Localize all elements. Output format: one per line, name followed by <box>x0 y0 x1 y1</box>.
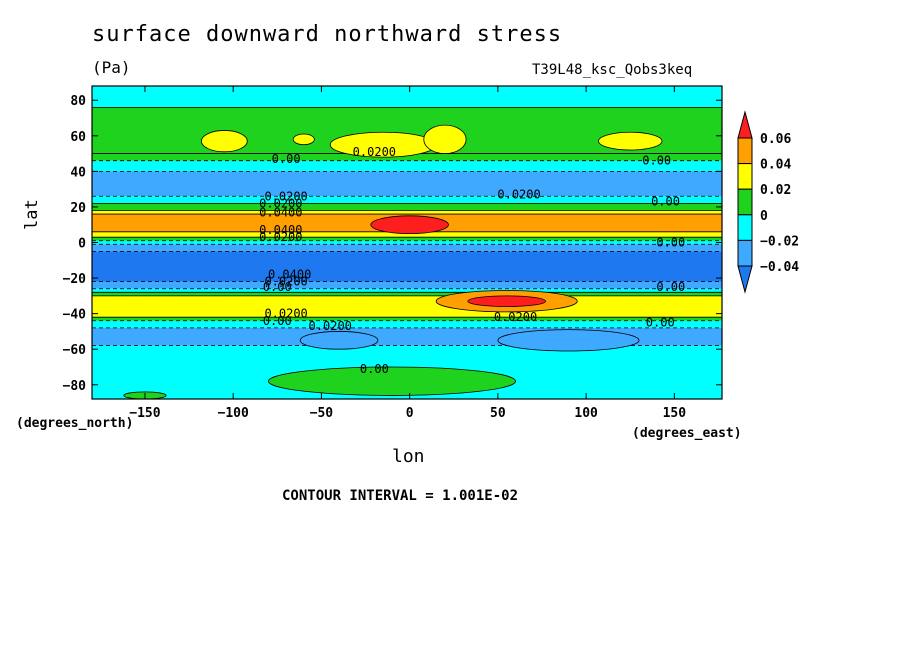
contour-label: 0.00 <box>263 280 292 294</box>
y-tick-label: −20 <box>63 272 87 287</box>
stress-band <box>92 203 722 211</box>
contour-label: 0.00 <box>656 280 685 294</box>
contour-label: 0.0200 <box>259 230 302 244</box>
y-tick-label: 80 <box>70 94 86 109</box>
stress-band <box>92 86 722 108</box>
contour-label: 0.00 <box>263 314 292 328</box>
colorbar-label: 0.04 <box>760 158 791 173</box>
colorbar-segment <box>737 163 753 190</box>
contour-label: 0.0200 <box>264 307 307 321</box>
chart-units: (Pa) <box>92 58 131 77</box>
y-tick-label: 0 <box>78 237 86 252</box>
contour-label: 0.00 <box>642 154 671 168</box>
stress-band <box>92 171 722 197</box>
y-tick-label: −40 <box>63 308 87 323</box>
colorbar-segment <box>737 188 753 216</box>
x-tick-label: −100 <box>218 406 249 421</box>
contour-label: 0.0200 <box>264 275 307 289</box>
contour-label: 0.0200 <box>494 310 537 324</box>
contour-cell <box>467 295 546 307</box>
colorbar-label: −0.04 <box>760 260 799 275</box>
contour-label: 0.0200 <box>264 189 307 203</box>
y-tick-label: 40 <box>70 165 86 180</box>
contour-label: 0.0200 <box>259 196 302 210</box>
chart-title: surface downward northward stress <box>92 22 563 47</box>
stress-band <box>92 210 722 215</box>
run-label: T39L48_ksc_Qobs3keq <box>532 62 693 78</box>
x-axis-units: (degrees_east) <box>632 426 742 441</box>
y-tick-label: −60 <box>63 343 87 358</box>
x-tick-label: −50 <box>310 406 334 421</box>
contour-label: 0.0400 <box>268 268 311 282</box>
stress-band <box>92 317 722 321</box>
colorbar-segment <box>737 214 753 241</box>
contour-label: 0.00 <box>656 236 685 250</box>
contour-label: 0.00 <box>646 316 675 330</box>
colorbar-label: 0 <box>760 209 768 224</box>
stress-band <box>92 153 722 161</box>
stress-band <box>92 292 722 296</box>
contour-cell <box>299 331 379 350</box>
contour-cell <box>497 329 640 352</box>
contour-label: 0.0400 <box>259 205 302 219</box>
y-axis-units: (degrees_north) <box>16 416 134 431</box>
contour-label: 0.00 <box>272 152 301 166</box>
x-axis-label: lon <box>392 446 425 467</box>
contour-cell <box>292 133 315 146</box>
y-tick-label: 60 <box>70 130 86 145</box>
stress-band <box>92 237 722 241</box>
contour-cell <box>423 124 467 154</box>
stress-band <box>92 281 722 289</box>
contour-label: 0.00 <box>360 362 389 376</box>
stress-band <box>92 160 722 172</box>
x-tick-label: 0 <box>406 406 414 421</box>
colorbar-label: 0.06 <box>760 132 791 147</box>
contour-label: 0.0200 <box>309 319 352 333</box>
stress-band <box>92 320 722 328</box>
colorbar-segment <box>737 239 753 267</box>
colorbar-min-triangle <box>737 265 753 294</box>
colorbar-max-triangle <box>737 110 753 139</box>
stress-band <box>92 240 722 245</box>
contour-label: 0.0200 <box>353 145 396 159</box>
stress-band <box>92 295 722 318</box>
contour-label: 0.0400 <box>259 223 302 237</box>
x-tick-label: 50 <box>490 406 506 421</box>
colorbar-segment <box>737 137 753 165</box>
contour-label: 0.0200 <box>497 187 540 201</box>
colorbar-label: −0.02 <box>760 234 799 249</box>
contour-label: 0.00 <box>651 195 680 209</box>
contour-cell <box>268 366 516 396</box>
x-tick-label: 100 <box>574 406 598 421</box>
stress-band <box>92 288 722 293</box>
x-tick-label: −150 <box>129 406 160 421</box>
stress-band <box>92 196 722 204</box>
stress-band <box>92 244 722 252</box>
contour-cell <box>370 215 449 235</box>
y-tick-label: −80 <box>63 379 87 394</box>
colorbar-label: 0.02 <box>760 183 791 198</box>
stress-band <box>92 251 722 282</box>
y-tick-label: 20 <box>70 201 86 216</box>
contour-cell <box>201 130 248 153</box>
contour-interval: CONTOUR INTERVAL = 1.001E-02 <box>282 488 519 504</box>
contour-cell <box>598 131 663 151</box>
stress-band <box>92 231 722 238</box>
x-tick-label: 150 <box>663 406 687 421</box>
